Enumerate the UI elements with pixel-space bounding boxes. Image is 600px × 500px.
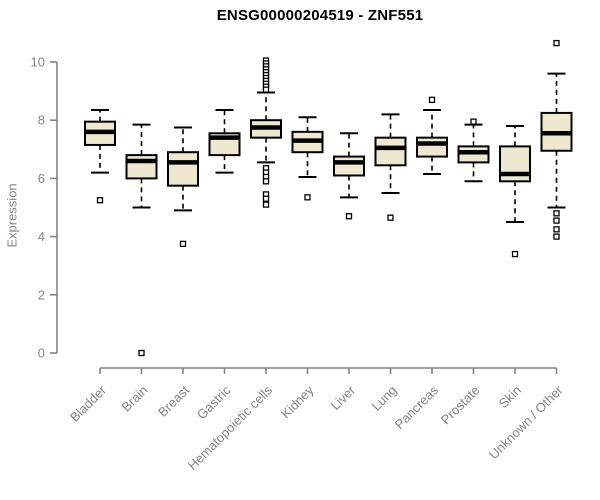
x-tick-label-bladder: Bladder xyxy=(67,382,110,425)
outlier-prostate-0 xyxy=(470,118,477,125)
outlier-hematopoietic-cells-17 xyxy=(262,201,270,208)
y-tick-label: 8 xyxy=(38,113,45,128)
x-tick-label-kidney: Kidney xyxy=(278,382,317,421)
x-tick-label-prostate: Prostate xyxy=(438,383,483,428)
chart-title: ENSG00000204519 - ZNF551 xyxy=(216,7,424,24)
box-pancreas xyxy=(416,136,448,158)
outlier-unknown-other-0 xyxy=(553,39,560,47)
outlier-unknown-other-1 xyxy=(553,210,560,217)
box-liver xyxy=(333,155,365,177)
y-tick-label: 10 xyxy=(31,55,45,70)
x-tick-label-breast: Breast xyxy=(155,382,192,419)
outlier-hematopoietic-cells-14 xyxy=(262,178,270,185)
box-breast xyxy=(167,151,199,187)
x-tick-label-lung: Lung xyxy=(369,383,400,414)
outlier-pancreas-0 xyxy=(428,96,436,103)
x-tick-label-brain: Brain xyxy=(119,383,151,415)
y-tick-label: 2 xyxy=(38,287,45,302)
outlier-brain-0 xyxy=(138,349,145,357)
x-tick-label-pancreas: Pancreas xyxy=(392,382,442,432)
y-tick-label: 0 xyxy=(38,346,45,361)
outlier-unknown-other-3 xyxy=(553,226,560,233)
outlier-skin-0 xyxy=(511,250,519,258)
x-tick-label-skin: Skin xyxy=(496,383,524,411)
x-tick-label-gastric: Gastric xyxy=(194,382,234,422)
box-brain xyxy=(125,154,158,180)
outlier-unknown-other-4 xyxy=(553,233,560,240)
outlier-hematopoietic-cells-10 xyxy=(262,86,270,93)
outlier-bladder-0 xyxy=(96,197,104,204)
outlier-unknown-other-2 xyxy=(553,217,560,224)
outlier-liver-0 xyxy=(345,213,353,220)
x-tick-label-liver: Liver xyxy=(328,382,359,413)
box-lung xyxy=(374,136,407,167)
y-tick-label: 6 xyxy=(38,171,45,186)
y-tick-label: 4 xyxy=(38,229,45,244)
outlier-kidney-0 xyxy=(304,194,311,201)
outlier-hematopoietic-cells-16 xyxy=(262,195,270,202)
outlier-breast-0 xyxy=(179,240,187,248)
outlier-lung-0 xyxy=(387,214,394,221)
x-tick-label-unknown-other: Unknown / Other xyxy=(486,382,566,462)
